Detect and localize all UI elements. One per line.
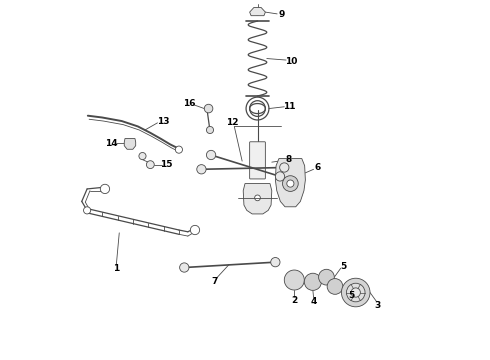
Text: 13: 13 <box>157 117 169 126</box>
Circle shape <box>280 163 289 172</box>
Polygon shape <box>249 8 266 16</box>
Text: 16: 16 <box>183 99 196 108</box>
Circle shape <box>208 128 212 132</box>
Circle shape <box>304 273 321 291</box>
Circle shape <box>351 288 360 297</box>
Circle shape <box>273 260 277 264</box>
Text: 3: 3 <box>375 301 381 310</box>
Circle shape <box>206 126 214 134</box>
Circle shape <box>175 146 182 153</box>
Text: 7: 7 <box>212 277 218 286</box>
Text: 15: 15 <box>160 160 172 169</box>
Circle shape <box>342 278 370 307</box>
Circle shape <box>190 225 199 235</box>
Text: 6: 6 <box>315 163 320 172</box>
Polygon shape <box>243 184 272 214</box>
Text: 5: 5 <box>348 291 355 300</box>
Circle shape <box>289 274 300 286</box>
Circle shape <box>147 161 154 168</box>
Text: 12: 12 <box>226 118 239 127</box>
Circle shape <box>270 257 280 267</box>
Text: 1: 1 <box>113 264 120 273</box>
Circle shape <box>246 97 269 120</box>
Circle shape <box>206 150 216 159</box>
Circle shape <box>292 278 296 282</box>
Circle shape <box>311 280 315 284</box>
Circle shape <box>83 207 91 214</box>
Text: 2: 2 <box>291 296 297 305</box>
Circle shape <box>275 172 285 181</box>
Circle shape <box>204 104 213 113</box>
Text: 14: 14 <box>105 139 118 148</box>
Polygon shape <box>124 139 136 149</box>
Circle shape <box>282 165 287 170</box>
FancyBboxPatch shape <box>249 142 266 179</box>
Text: 4: 4 <box>310 297 317 306</box>
Circle shape <box>180 263 189 272</box>
Circle shape <box>322 273 331 282</box>
Circle shape <box>278 174 282 179</box>
Circle shape <box>199 167 203 171</box>
Circle shape <box>197 165 206 174</box>
Text: 9: 9 <box>279 10 285 19</box>
Circle shape <box>182 265 186 270</box>
Text: 10: 10 <box>285 57 297 66</box>
Text: 8: 8 <box>286 155 292 164</box>
Circle shape <box>331 282 339 291</box>
Circle shape <box>346 283 365 302</box>
Circle shape <box>287 180 294 187</box>
Circle shape <box>209 153 213 157</box>
Circle shape <box>255 195 260 201</box>
Circle shape <box>206 107 211 111</box>
Circle shape <box>283 176 298 192</box>
Circle shape <box>141 154 144 158</box>
Circle shape <box>139 153 146 159</box>
Circle shape <box>318 269 334 285</box>
Circle shape <box>148 163 152 166</box>
Text: 5: 5 <box>341 262 347 271</box>
Circle shape <box>100 184 110 194</box>
Circle shape <box>327 279 343 294</box>
Text: 11: 11 <box>283 102 296 111</box>
Circle shape <box>249 101 266 116</box>
Circle shape <box>127 141 133 147</box>
Circle shape <box>308 277 318 287</box>
Circle shape <box>284 270 304 290</box>
Circle shape <box>254 9 261 15</box>
Polygon shape <box>275 158 305 207</box>
